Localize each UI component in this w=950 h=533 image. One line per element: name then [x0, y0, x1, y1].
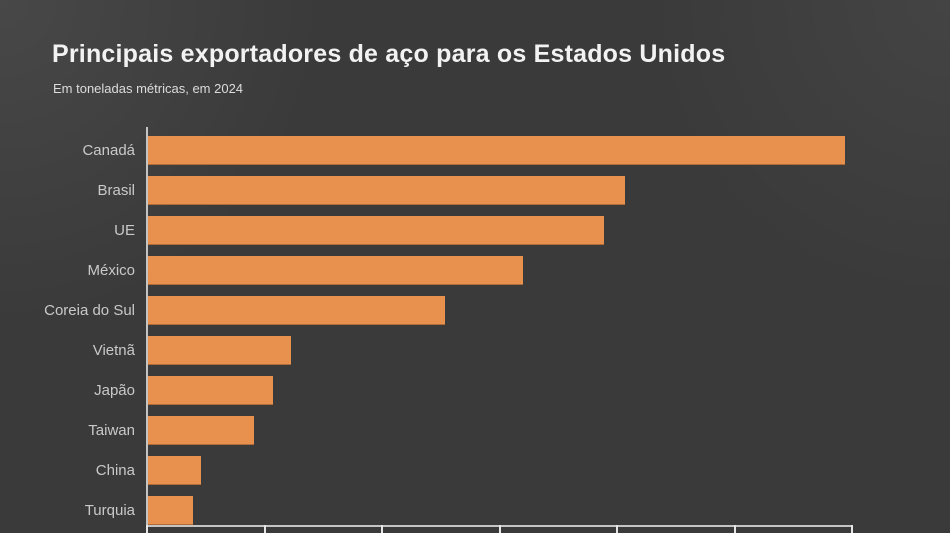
- category-label: México: [87, 261, 135, 279]
- bar: [148, 495, 193, 525]
- x-axis-tick: [851, 525, 853, 533]
- bar: [148, 415, 254, 445]
- bar: [148, 335, 292, 365]
- category-label: Taiwan: [88, 421, 135, 439]
- bar: [148, 375, 273, 405]
- bar: [148, 135, 845, 165]
- x-axis-tick: [381, 525, 383, 533]
- bar: [148, 215, 604, 245]
- y-axis-line: [146, 127, 148, 526]
- x-axis-line: [146, 525, 853, 533]
- bar: [148, 175, 625, 205]
- category-label: Turquia: [84, 501, 135, 519]
- bar: [148, 295, 446, 325]
- category-label: Vietnã: [92, 341, 135, 359]
- x-axis-tick: [146, 525, 148, 533]
- chart-subtitle: Em toneladas métricas, em 2024: [53, 81, 244, 96]
- category-label: UE: [114, 221, 135, 239]
- bar-row: Coreia do Sul: [0, 290, 950, 330]
- category-label: Brasil: [97, 181, 135, 199]
- bar-row: Taiwan: [0, 410, 950, 450]
- chart-title: Principais exportadores de aço para os E…: [52, 40, 726, 68]
- bar-row: Brasil: [0, 170, 950, 210]
- bar-row: China: [0, 450, 950, 490]
- category-label: Canadá: [82, 141, 135, 159]
- bar: [148, 255, 523, 285]
- x-axis-tick: [498, 525, 501, 533]
- x-axis-tick: [733, 525, 736, 533]
- bar-row: México: [0, 250, 950, 290]
- bar-row: Vietnã: [0, 330, 950, 370]
- bar-row: Canadá: [0, 130, 950, 170]
- bar: [148, 455, 201, 485]
- x-axis-tick: [263, 525, 266, 533]
- bar-row: Turquia: [0, 490, 950, 530]
- category-label: Coreia do Sul: [44, 301, 135, 319]
- x-axis-tick: [616, 525, 618, 533]
- bar-row: Japão: [0, 370, 950, 410]
- category-label: Japão: [94, 381, 135, 399]
- bar-rows: Canadá Brasil UE México Coreia do Sul Vietnã J…: [0, 127, 950, 530]
- bar-row: UE: [0, 210, 950, 250]
- category-label: China: [95, 461, 135, 479]
